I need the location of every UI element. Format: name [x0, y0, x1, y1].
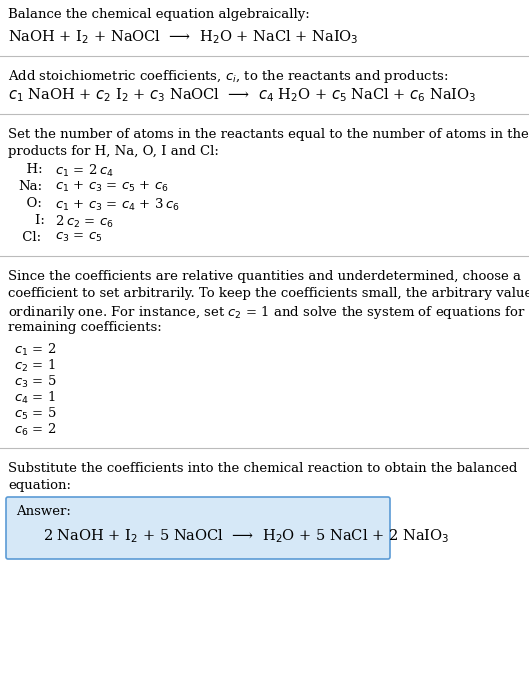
- Text: ordinarily one. For instance, set $c_2$ = 1 and solve the system of equations fo: ordinarily one. For instance, set $c_2$ …: [8, 304, 529, 321]
- Text: equation:: equation:: [8, 479, 71, 492]
- Text: Na:: Na:: [18, 180, 42, 193]
- Text: Since the coefficients are relative quantities and underdetermined, choose a: Since the coefficients are relative quan…: [8, 270, 521, 283]
- Text: products for H, Na, O, I and Cl:: products for H, Na, O, I and Cl:: [8, 145, 219, 158]
- Text: NaOH + I$_2$ + NaOCl  ⟶  H$_2$O + NaCl + NaIO$_3$: NaOH + I$_2$ + NaOCl ⟶ H$_2$O + NaCl + N…: [8, 28, 359, 46]
- Text: $c_1$ + $c_3$ = $c_5$ + $c_6$: $c_1$ + $c_3$ = $c_5$ + $c_6$: [55, 180, 169, 194]
- Text: $c_1$ + $c_3$ = $c_4$ + 3 $c_6$: $c_1$ + $c_3$ = $c_4$ + 3 $c_6$: [55, 197, 180, 213]
- Text: coefficient to set arbitrarily. To keep the coefficients small, the arbitrary va: coefficient to set arbitrarily. To keep …: [8, 287, 529, 300]
- Text: $c_5$ = 5: $c_5$ = 5: [14, 406, 57, 422]
- Text: $c_3$ = $c_5$: $c_3$ = $c_5$: [55, 231, 102, 244]
- Text: $c_6$ = 2: $c_6$ = 2: [14, 422, 56, 438]
- Text: Set the number of atoms in the reactants equal to the number of atoms in the: Set the number of atoms in the reactants…: [8, 128, 529, 141]
- Text: 2 NaOH + I$_2$ + 5 NaOCl  ⟶  H$_2$O + 5 NaCl + 2 NaIO$_3$: 2 NaOH + I$_2$ + 5 NaOCl ⟶ H$_2$O + 5 Na…: [43, 527, 450, 545]
- Text: $c_1$ NaOH + $c_2$ I$_2$ + $c_3$ NaOCl  ⟶  $c_4$ H$_2$O + $c_5$ NaCl + $c_6$ NaI: $c_1$ NaOH + $c_2$ I$_2$ + $c_3$ NaOCl ⟶…: [8, 86, 477, 104]
- Text: remaining coefficients:: remaining coefficients:: [8, 321, 162, 334]
- Text: $c_4$ = 1: $c_4$ = 1: [14, 390, 56, 406]
- Text: 2 $c_2$ = $c_6$: 2 $c_2$ = $c_6$: [55, 214, 114, 230]
- Text: $c_3$ = 5: $c_3$ = 5: [14, 374, 57, 390]
- Text: H:: H:: [18, 163, 43, 176]
- Text: $c_1$ = 2 $c_4$: $c_1$ = 2 $c_4$: [55, 163, 114, 179]
- Text: I:: I:: [18, 214, 45, 227]
- Text: $c_2$ = 1: $c_2$ = 1: [14, 358, 56, 374]
- Text: Cl:: Cl:: [18, 231, 41, 244]
- Text: $c_1$ = 2: $c_1$ = 2: [14, 342, 56, 358]
- Text: Substitute the coefficients into the chemical reaction to obtain the balanced: Substitute the coefficients into the che…: [8, 462, 517, 475]
- Text: Add stoichiometric coefficients, $c_i$, to the reactants and products:: Add stoichiometric coefficients, $c_i$, …: [8, 68, 449, 85]
- Text: O:: O:: [18, 197, 42, 210]
- Text: Answer:: Answer:: [16, 505, 71, 518]
- FancyBboxPatch shape: [6, 497, 390, 559]
- Text: Balance the chemical equation algebraically:: Balance the chemical equation algebraica…: [8, 8, 310, 21]
